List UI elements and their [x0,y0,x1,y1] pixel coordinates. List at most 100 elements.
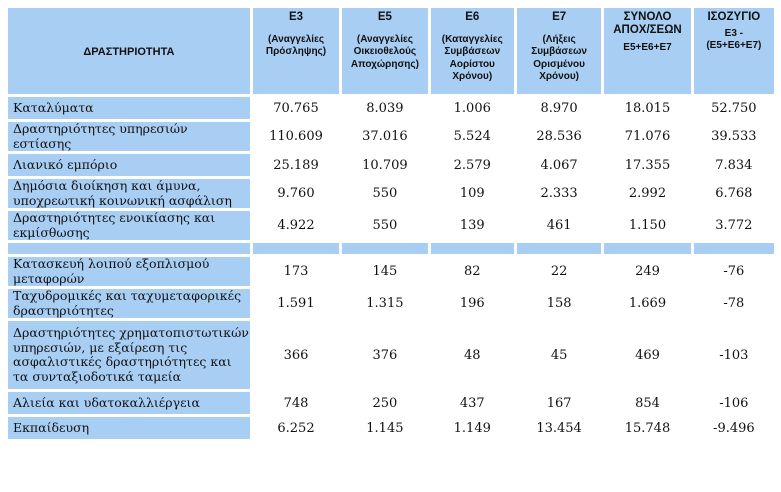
table-row: Λιανικό εμπόριο 25.189 10.709 2.579 4.06… [8,154,774,176]
activity-cell: Κατασκευή λοιπού εξοπλισμού μεταφορών [8,256,250,286]
header-e3: Ε3 (Αναγγελίες Πρόσληψης) [252,8,340,94]
total-cell: 249 [635,264,660,279]
e6-cell: 48 [463,347,481,363]
e7-cell: 8.970 [540,100,578,116]
activity-cell: Λιανικό εμπόριο [8,154,250,176]
header-e7: Ε7 (Λήξεις Συμβάσεων Ορισμένου Χρόνου) [516,8,602,94]
total-cell: 2.992 [628,186,667,201]
e5-cell: 10.709 [362,157,408,173]
header-total-code: ΣΥΝΟΛΟ ΑΠΟΧ/ΣΕΩΝ [613,11,682,36]
activity-cell: Ταχυδρομικές και ταχυμεταφορικές δραστηρ… [8,288,250,318]
e3-cell: 366 [283,347,309,363]
separator-cell [516,243,602,254]
activity-cell: Εκπαίδευση [8,417,250,439]
header-e6-code: Ε6 [465,11,480,23]
total-cell: 1.150 [628,218,667,233]
header-total-desc: Ε5+Ε6+Ε7 [623,42,672,53]
table-row: Εκπαίδευση 6.252 1.145 1.149 13.454 15.7… [8,417,774,439]
balance-cell: 52.750 [711,100,757,116]
e3-cell: 9.760 [277,186,315,201]
activity-cell: Δραστηριότητες χρηματοπιστωτικών υπηρεσι… [8,321,250,389]
e6-cell: 196 [459,296,485,311]
header-e5: Ε5 (Αναγγελίες Οικειοθελούς Αποχώρησης) [342,8,428,94]
e7-cell: 2.333 [540,186,578,201]
header-e6: Ε6 (Καταγγελίες Συμβάσεων Αορίστου Χρόνου… [430,8,514,94]
activity-cell: Αλιεία και υδατοκαλλιέργεια [8,392,250,414]
e6-cell: 139 [459,218,485,233]
balance-cell: 6.768 [715,186,753,201]
table-row: Αλιεία και υδατοκαλλιέργεια 748 250 437 … [8,392,774,414]
separator-cell [252,243,340,254]
e5-cell: 145 [372,264,398,279]
e7-cell: 158 [546,296,572,311]
e3-cell: 173 [283,264,309,279]
e5-cell: 1.315 [366,296,404,311]
e7-cell: 28.536 [536,129,582,144]
e5-cell: 1.145 [366,420,404,436]
e3-cell: 748 [283,395,309,411]
balance-cell: -78 [723,296,745,311]
table-row: Δραστηριότητες χρηματοπιστωτικών υπηρεσι… [8,321,774,389]
header-e5-code: Ε5 [377,11,392,23]
balance-cell: 3.772 [715,218,753,233]
e5-cell: 8.039 [366,100,404,116]
e7-cell: 4.067 [540,157,578,173]
header-e3-desc: (Αναγγελίες Πρόσληψης) [265,33,327,58]
total-cell: 469 [635,347,660,363]
balance-cell: -106 [719,395,749,411]
activity-cell: Δημόσια διοίκηση και άμυνα, υποχρεωτική … [8,178,250,208]
e7-cell: 461 [546,218,572,233]
e7-cell: 45 [550,347,568,363]
total-cell: 854 [635,395,660,411]
e6-cell: 82 [463,264,481,279]
header-row: ΔΡΑΣΤΗΡΙΟΤΗΤΑ Ε3 (Αναγγελίες Πρόσληψης) Ε… [8,8,774,94]
e7-cell: 167 [546,395,572,411]
activity-cell: Δραστηριότητες υπηρεσιών εστίασης [8,121,250,151]
balance-cell: -9.496 [713,420,755,436]
header-e5-desc: (Αναγγελίες Οικειοθελούς Αποχώρησης) [350,33,419,70]
table-row: Ταχυδρομικές και ταχυμεταφορικές δραστηρ… [8,288,774,318]
e7-cell: 13.454 [536,420,582,436]
e5-cell: 250 [372,395,398,411]
separator-cell [430,243,514,254]
header-e6-desc: (Καταγγελίες Συμβάσεων Αορίστου Χρόνου) [441,33,503,83]
table-row: Καταλύματα 70.765 8.039 1.006 8.970 18.0… [8,97,774,119]
e3-cell: 110.609 [269,129,323,144]
header-balance-desc2: (Ε5+Ε6+Ε7) [706,40,762,51]
hiring-departures-table: ΔΡΑΣΤΗΡΙΟΤΗΤΑ Ε3 (Αναγγελίες Πρόσληψης) Ε… [5,5,777,442]
e5-cell: 37.016 [362,129,408,144]
e3-cell: 6.252 [277,420,315,436]
total-cell: 18.015 [624,100,671,116]
separator-row [8,243,774,254]
table-row: Δραστηριότητες ενοικίασης και εκμίσθωσης… [8,210,774,240]
total-cell: 17.355 [624,157,671,173]
separator-cell [693,243,774,254]
activity-cell: Καταλύματα [8,97,250,119]
table-row: Δραστηριότητες υπηρεσιών εστίασης 110.60… [8,121,774,151]
header-total: ΣΥΝΟΛΟ ΑΠΟΧ/ΣΕΩΝ Ε5+Ε6+Ε7 [604,8,691,94]
e7-cell: 22 [550,264,568,279]
separator-cell [342,243,428,254]
balance-cell: 39.533 [711,129,757,144]
separator-cell [8,243,250,254]
e5-cell: 376 [372,347,398,363]
header-balance-code: ΙΣΟΖΥΓΙΟ [707,11,761,23]
e6-cell: 437 [459,395,485,411]
balance-cell: -103 [719,347,749,363]
e6-cell: 5.524 [453,129,491,144]
e3-cell: 1.591 [277,296,315,311]
total-cell: 1.669 [628,296,667,311]
header-e7-desc: (Λήξεις Συμβάσεων Ορισμένου Χρόνου) [531,33,587,83]
balance-cell: 7.834 [715,157,753,173]
header-e3-code: Ε3 [288,11,304,23]
balance-cell: -76 [723,264,745,279]
e6-cell: 2.579 [453,157,491,173]
e6-cell: 1.149 [453,420,491,436]
total-cell: 71.076 [624,129,671,144]
activity-cell: Δραστηριότητες ενοικίασης και εκμίσθωσης [8,210,250,240]
header-balance: ΙΣΟΖΥΓΙΟ Ε3 - (Ε5+Ε6+Ε7) [693,8,774,94]
e3-cell: 25.189 [273,157,319,173]
e6-cell: 109 [459,186,485,201]
table-row: Κατασκευή λοιπού εξοπλισμού μεταφορών 17… [8,256,774,286]
header-e7-code: Ε7 [552,11,567,23]
